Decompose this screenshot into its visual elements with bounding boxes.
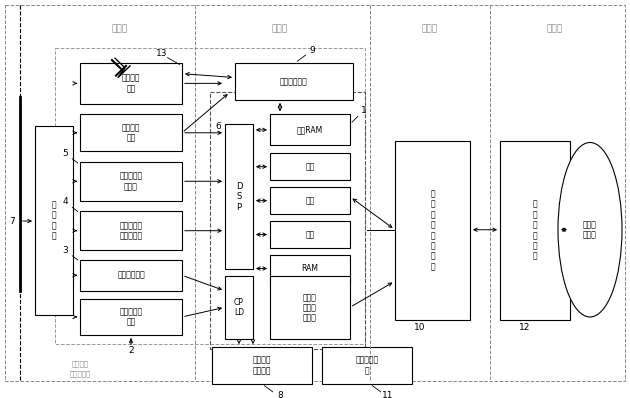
Text: 3: 3 — [62, 246, 68, 255]
Text: 隔离: 隔离 — [306, 230, 314, 239]
Text: 1: 1 — [361, 106, 367, 115]
Text: 智能开
关柜监
控单元: 智能开 关柜监 控单元 — [303, 293, 317, 323]
Bar — [270, 153, 350, 180]
Text: 8: 8 — [277, 391, 283, 398]
Bar — [212, 347, 312, 384]
Text: 4: 4 — [62, 197, 68, 206]
Bar — [80, 260, 182, 291]
Text: 一
次
设
备: 一 次 设 备 — [52, 201, 56, 241]
Text: 柜内环境
控制单元: 柜内环境 控制单元 — [253, 356, 272, 375]
Bar — [225, 124, 253, 269]
Text: 6: 6 — [215, 121, 221, 131]
Text: 站控层: 站控层 — [422, 25, 438, 33]
Text: 铁串: 铁串 — [306, 196, 314, 205]
Text: 站
控
层
数
据
控
系
统: 站 控 层 数 据 控 系 统 — [430, 189, 435, 271]
Text: 9: 9 — [309, 46, 315, 55]
Bar — [270, 255, 350, 282]
Text: CP
LD: CP LD — [234, 298, 244, 318]
Bar — [395, 140, 470, 320]
Text: 12: 12 — [519, 323, 530, 332]
Text: 上级监
控系统: 上级监 控系统 — [583, 220, 597, 240]
Text: 智能测控单元: 智能测控单元 — [117, 271, 145, 280]
Text: 过程层: 过程层 — [112, 25, 128, 33]
Text: 柜内环境: 柜内环境 — [71, 360, 88, 367]
Bar — [322, 347, 412, 384]
Text: 人机界面单元: 人机界面单元 — [280, 77, 308, 86]
Text: 10: 10 — [415, 323, 426, 332]
Bar — [235, 63, 353, 100]
Text: 系统电源单
元: 系统电源单 元 — [355, 356, 379, 375]
Text: 13: 13 — [156, 49, 168, 58]
Bar — [500, 140, 570, 320]
Text: 2: 2 — [128, 346, 134, 355]
Bar — [80, 162, 182, 201]
Text: 绝缘在线源
测单元: 绝缘在线源 测单元 — [120, 172, 142, 191]
Text: 间隔层: 间隔层 — [272, 25, 288, 33]
Text: 11: 11 — [382, 391, 394, 398]
Bar — [80, 211, 182, 250]
Bar — [225, 276, 253, 339]
Bar — [210, 92, 365, 349]
Text: 载波通信
单元: 载波通信 单元 — [122, 74, 140, 93]
Bar — [80, 63, 182, 104]
Text: 7: 7 — [9, 217, 15, 226]
Bar — [270, 221, 350, 248]
Bar — [270, 114, 350, 145]
Text: 网
络
通
信
单
元: 网 络 通 信 单 元 — [533, 200, 537, 261]
Bar — [270, 276, 350, 339]
Ellipse shape — [558, 142, 622, 317]
Text: 5: 5 — [62, 149, 68, 158]
Bar — [35, 126, 73, 315]
Bar — [80, 114, 182, 151]
Text: 智能开关柜: 智能开关柜 — [69, 370, 91, 377]
Text: 双口RAM: 双口RAM — [297, 125, 323, 135]
Text: 网络层: 网络层 — [547, 25, 563, 33]
Bar — [55, 49, 365, 344]
Text: 机械特性在
线监测单元: 机械特性在 线监测单元 — [120, 221, 142, 240]
Text: RAM: RAM — [302, 264, 319, 273]
Text: 时钟: 时钟 — [306, 162, 314, 171]
Text: 温湿度检测
单元: 温湿度检测 单元 — [120, 307, 142, 327]
Bar — [270, 187, 350, 214]
Text: 视频监视
单元: 视频监视 单元 — [122, 123, 140, 142]
Bar — [80, 298, 182, 336]
Text: D
S
P: D S P — [236, 182, 243, 212]
